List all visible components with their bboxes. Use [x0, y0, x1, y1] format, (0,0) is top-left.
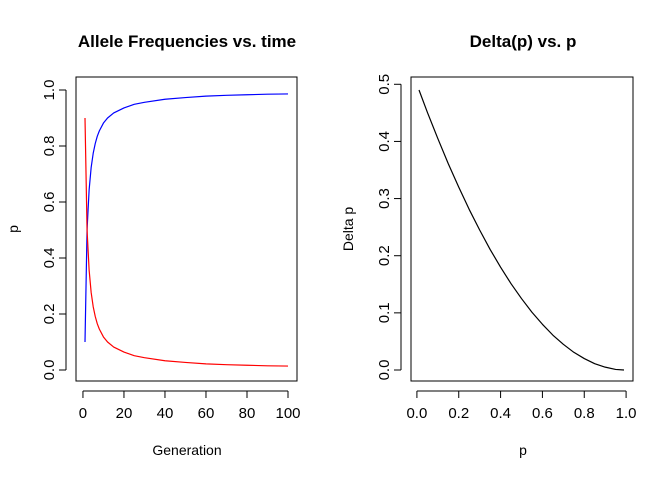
chart-2-series-line-1 [418, 89, 625, 371]
chart-1-title: Allele Frequencies vs. time [78, 32, 296, 51]
chart-2-x-tick-label: 0.8 [574, 405, 595, 422]
chart-2-y-tick-label: 0.2 [376, 245, 393, 266]
chart-1-x-axis: 0 20 40 60 80 100 [79, 390, 301, 422]
chart-1-x-tick-label: 60 [198, 405, 215, 422]
chart-1-plot-frame [75, 76, 298, 382]
chart-1-y-tick-label: 0.0 [41, 360, 58, 381]
chart-2-x-tick-label: 0.4 [490, 405, 511, 422]
chart-1-series-line-2 [84, 117, 289, 367]
chart-1-x-tick-label: 0 [79, 405, 87, 422]
chart-2-plot-frame [410, 76, 634, 382]
chart-2-x-axis-label: p [519, 442, 527, 458]
chart-1-series-line-1 [84, 93, 289, 343]
chart-2-x-tick-label: 0.2 [448, 405, 469, 422]
chart-1-x-axis-label: Generation [152, 442, 221, 458]
chart-1-x-tick-label: 40 [157, 405, 174, 422]
chart-1-y-axis-label: p [5, 225, 21, 233]
chart-2-title: Delta(p) vs. p [470, 32, 577, 51]
chart-2-y-tick-label: 0.0 [376, 360, 393, 381]
chart-2-x-tick-label: 1.0 [616, 405, 637, 422]
chart-2-x-tick-label: 0.0 [406, 405, 427, 422]
chart-1-series-group [84, 93, 289, 367]
chart-1-y-tick-label: 0.4 [41, 248, 58, 269]
chart-2-y-axis-label: Delta p [340, 207, 356, 252]
chart-1-y-tick-label: 0.8 [41, 136, 58, 157]
chart-2-y-tick-label: 0.5 [376, 74, 393, 95]
chart-2-y-axis: 0.0 0.1 0.2 0.3 0.4 0.5 [376, 74, 402, 381]
chart-2-series-group [418, 89, 625, 371]
chart-1-y-tick-label: 1.0 [41, 80, 58, 101]
chart-2-x-tick-label: 0.6 [532, 405, 553, 422]
chart-delta-p: Delta(p) vs. p 0.0 0.2 0.4 0.6 0.8 1.0 0.0 0.1… [340, 32, 637, 458]
chart-1-y-tick-label: 0.6 [41, 192, 58, 213]
chart-1-x-tick-label: 80 [239, 405, 256, 422]
chart-1-x-tick-label: 20 [116, 405, 133, 422]
chart-2-y-tick-label: 0.1 [376, 302, 393, 323]
chart-2-y-tick-label: 0.4 [376, 131, 393, 152]
chart-2-x-axis: 0.0 0.2 0.4 0.6 0.8 1.0 [406, 390, 637, 422]
chart-1-x-tick-label: 100 [275, 405, 300, 422]
chart-allele-frequencies: Allele Frequencies vs. time 0 20 40 60 80 100… [5, 32, 301, 458]
chart-1-y-tick-label: 0.2 [41, 304, 58, 325]
chart-2-y-tick-label: 0.3 [376, 188, 393, 209]
chart-1-y-axis: 0.0 0.2 0.4 0.6 0.8 1.0 [41, 80, 67, 381]
